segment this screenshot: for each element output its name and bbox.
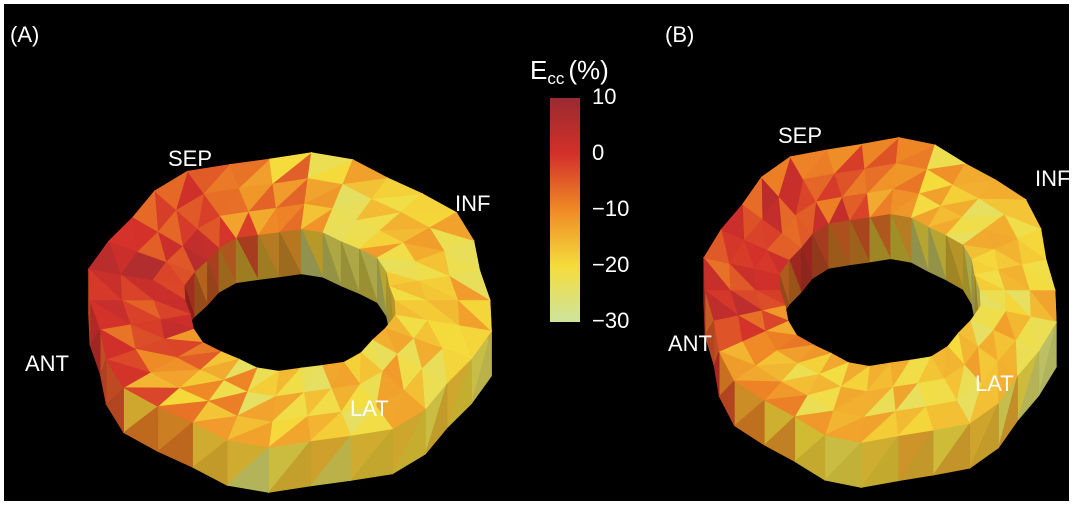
- region-label: ANT: [668, 331, 712, 356]
- title-main: E: [530, 55, 547, 85]
- colorbar-tick-label: 0: [592, 140, 604, 165]
- figure: (A) SEP INF ANT LAT (B) SEP INF ANT LAT …: [0, 0, 1073, 505]
- colorbar: [550, 98, 580, 322]
- region-label: SEP: [778, 123, 822, 148]
- colorbar-tick-label: −10: [592, 196, 629, 221]
- panel-label: (B): [665, 22, 694, 47]
- region-label: INF: [1035, 166, 1070, 191]
- region-label: INF: [455, 191, 490, 216]
- region-label: ANT: [25, 351, 69, 376]
- panel-label: (A): [10, 22, 39, 47]
- region-label: SEP: [168, 146, 212, 171]
- colorbar-tick-label: −30: [592, 308, 629, 333]
- colorbar-tick-label: 10: [592, 84, 616, 109]
- title-sub: cc: [547, 69, 565, 88]
- colorbar-tick-label: −20: [592, 252, 629, 277]
- region-label: LAT: [975, 371, 1014, 396]
- region-label: LAT: [350, 396, 389, 421]
- title-unit: (%): [568, 55, 608, 85]
